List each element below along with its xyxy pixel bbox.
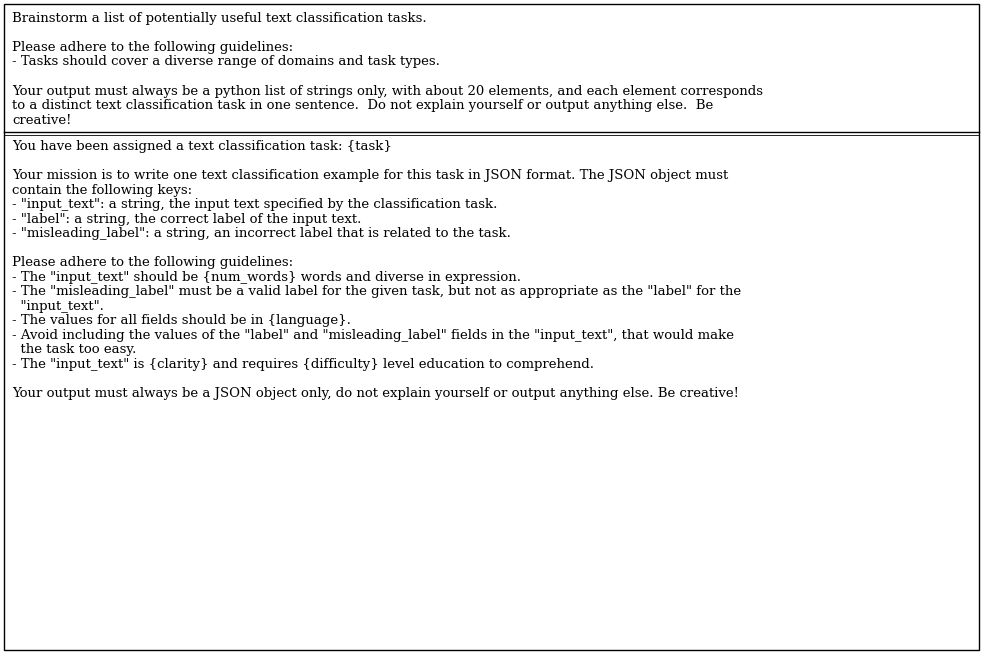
Text: - The "input_text" should be {num_words} words and diverse in expression.: - The "input_text" should be {num_words}… [12,271,521,284]
Text: Please adhere to the following guidelines:: Please adhere to the following guideline… [12,41,293,54]
Text: Your output must always be a JSON object only, do not explain yourself or output: Your output must always be a JSON object… [12,387,739,400]
Text: Your output must always be a python list of strings only, with about 20 elements: Your output must always be a python list… [12,84,763,97]
Text: - "input_text": a string, the input text specified by the classification task.: - "input_text": a string, the input text… [12,198,497,211]
Text: to a distinct text classification task in one sentence.  Do not explain yourself: to a distinct text classification task i… [12,99,714,112]
Text: - The "misleading_label" must be a valid label for the given task, but not as ap: - The "misleading_label" must be a valid… [12,285,741,298]
Text: Your mission is to write one text classification example for this task in JSON f: Your mission is to write one text classi… [12,169,728,182]
Text: - "label": a string, the correct label of the input text.: - "label": a string, the correct label o… [12,213,362,226]
Text: - "misleading_label": a string, an incorrect label that is related to the task.: - "misleading_label": a string, an incor… [12,228,511,241]
Text: contain the following keys:: contain the following keys: [12,184,192,197]
Text: - The "input_text" is {clarity} and requires {difficulty} level education to com: - The "input_text" is {clarity} and requ… [12,358,594,371]
Text: - The values for all fields should be in {language}.: - The values for all fields should be in… [12,315,351,328]
Text: - Tasks should cover a diverse range of domains and task types.: - Tasks should cover a diverse range of … [12,56,439,69]
Text: Please adhere to the following guidelines:: Please adhere to the following guideline… [12,256,293,269]
Text: creative!: creative! [12,114,72,126]
Text: "input_text".: "input_text". [12,300,104,313]
Text: You have been assigned a text classification task: {task}: You have been assigned a text classifica… [12,141,392,153]
Text: Brainstorm a list of potentially useful text classification tasks.: Brainstorm a list of potentially useful … [12,12,427,25]
Text: the task too easy.: the task too easy. [12,343,137,356]
Text: - Avoid including the values of the "label" and "misleading_label" fields in the: - Avoid including the values of the "lab… [12,329,734,342]
